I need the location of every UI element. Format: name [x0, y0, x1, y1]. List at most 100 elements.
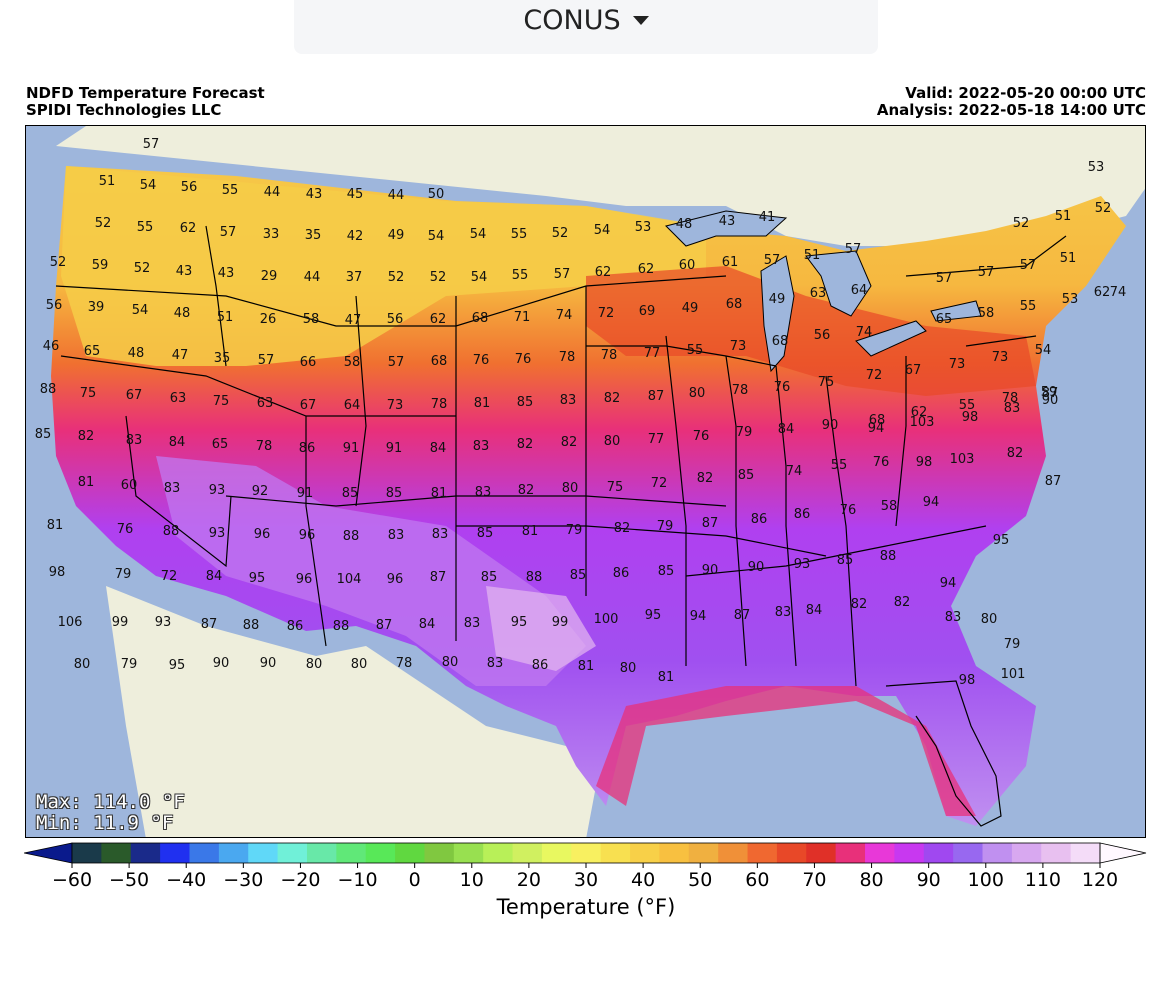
- caret-down-icon: [632, 15, 649, 25]
- map-temp-label: 91: [297, 486, 314, 501]
- region-dropdown[interactable]: CONUS: [294, 0, 878, 54]
- map-temp-label: 47: [172, 348, 189, 363]
- map-temp-label: 73: [730, 339, 747, 354]
- map-temp-label: 81: [431, 486, 448, 501]
- map-header-left: NDFD Temperature Forecast SPIDI Technolo…: [26, 85, 265, 119]
- map-temp-label: 72: [651, 476, 668, 491]
- colorbar-bin: [688, 843, 719, 863]
- map-temp-label: 56: [46, 298, 63, 313]
- map-temp-label: 86: [299, 441, 316, 456]
- map-temp-label: 57: [220, 225, 237, 240]
- map-temp-label: 59: [92, 258, 109, 273]
- map-temp-label: 88: [40, 382, 57, 397]
- map-temp-label: 98: [959, 673, 976, 688]
- map-temp-label: 67: [905, 363, 922, 378]
- map-temp-label: 82: [1007, 446, 1024, 461]
- map-temp-label: 87: [201, 617, 218, 632]
- map-temp-label: 95: [249, 571, 266, 586]
- map-temp-label: 87: [430, 570, 447, 585]
- map-temp-label: 68: [431, 354, 448, 369]
- map-temp-label: 84: [778, 422, 795, 437]
- colorbar-bin: [630, 843, 660, 863]
- map-temp-label: 49: [769, 292, 786, 307]
- map-temp-label: 99: [552, 615, 569, 630]
- map-temp-label: 74: [856, 325, 873, 340]
- map-temp-label: 44: [304, 270, 321, 285]
- map-temp-label: 78: [732, 383, 749, 398]
- map-temp-label: 81: [578, 659, 595, 674]
- map-temp-label: 90: [260, 656, 277, 671]
- lake-superior: [665, 210, 788, 247]
- map-temp-label: 83: [1004, 401, 1021, 416]
- colorbar-tick-label: 120: [1082, 869, 1118, 888]
- map-temp-label: 52: [430, 270, 447, 285]
- map-temp-label: 98: [49, 565, 66, 580]
- map-temp-label: 43: [719, 214, 736, 229]
- map-temp-label: 57: [554, 267, 571, 282]
- map-temp-label: 88: [333, 619, 350, 634]
- map-temp-label: 42: [347, 229, 364, 244]
- map-temp-label: 54: [1035, 343, 1052, 358]
- map-temp-label: 64: [344, 398, 361, 413]
- map-temp-label: 51: [1055, 209, 1072, 224]
- map-temp-label: 56: [181, 180, 198, 195]
- map-temp-label: 54: [428, 229, 445, 244]
- map-temp-label: 84: [806, 603, 823, 618]
- colorbar-svg: −60 −50 −40 −30 −20 −10 0 10 20 30 40 50 60 70 80 90 100…: [23, 842, 1147, 891]
- map-temp-label: 88: [163, 524, 180, 539]
- map-temp-label: 48: [676, 217, 693, 232]
- map-temp-label: 78: [559, 350, 576, 365]
- map-temp-label: 80: [620, 661, 637, 676]
- map-temp-label: 85: [658, 564, 675, 579]
- lake-erie: [855, 320, 927, 357]
- colorbar-bin: [776, 843, 807, 863]
- map-temp-label: 85: [570, 568, 587, 583]
- map-temp-label: 65: [212, 437, 229, 452]
- map-temp-label: 93: [155, 615, 172, 630]
- map-temp-label: 58: [344, 355, 361, 370]
- map-temp-label: 55: [512, 268, 529, 283]
- map-temp-label: 93: [209, 483, 226, 498]
- colorbar-tick-label: 70: [802, 869, 826, 888]
- map-temp-label: 80: [351, 657, 368, 672]
- colorbar-bin: [277, 843, 308, 863]
- map-temp-label: 67: [300, 398, 317, 413]
- map-temp-label: 63: [257, 396, 274, 411]
- map-temp-label: 56: [387, 312, 404, 327]
- map-temp-label: 71: [514, 310, 531, 325]
- map-temp-label: 52: [134, 261, 151, 276]
- map-temp-label: 80: [442, 655, 459, 670]
- map-temp-label: 51: [804, 248, 821, 263]
- map-temp-label: 73: [949, 357, 966, 372]
- colorbar-bin: [659, 843, 690, 863]
- map-temp-label: 57: [936, 271, 953, 286]
- map-temp-label: 98: [962, 410, 979, 425]
- map-temp-label: 57: [764, 253, 781, 268]
- map-temp-label: 68: [726, 297, 743, 312]
- map-temp-label: 68: [772, 334, 789, 349]
- map-temp-label: 78: [601, 348, 618, 363]
- colorbar-bin: [747, 843, 778, 863]
- colorbar-bin: [248, 843, 279, 863]
- map-temp-label: 48: [128, 346, 145, 361]
- map-temp-label: 62: [1094, 285, 1111, 300]
- map-temp-label: 75: [607, 480, 624, 495]
- map-temp-label: 84: [419, 617, 436, 632]
- map-temp-label: 58: [303, 312, 320, 327]
- map-temp-label: 95: [511, 615, 528, 630]
- cool-north: [61, 166, 706, 366]
- map-temp-label: 94: [690, 609, 707, 624]
- map-temp-label: 83: [464, 616, 481, 631]
- map-temp-label: 90: [822, 418, 839, 433]
- colorbar-bin: [160, 843, 190, 863]
- map-temp-label: 87: [734, 608, 751, 623]
- colorbar-bin: [923, 843, 954, 863]
- map-temp-label: 57: [388, 355, 405, 370]
- colorbar-tick-label: 10: [460, 869, 484, 888]
- map-temp-label: 80: [689, 386, 706, 401]
- map-temp-label: 81: [78, 475, 95, 490]
- map-temp-label: 63: [810, 286, 827, 301]
- map-temp-label: 55: [1020, 299, 1037, 314]
- colorbar-tick-label: 40: [631, 869, 655, 888]
- map-temp-label: 59: [1041, 385, 1058, 400]
